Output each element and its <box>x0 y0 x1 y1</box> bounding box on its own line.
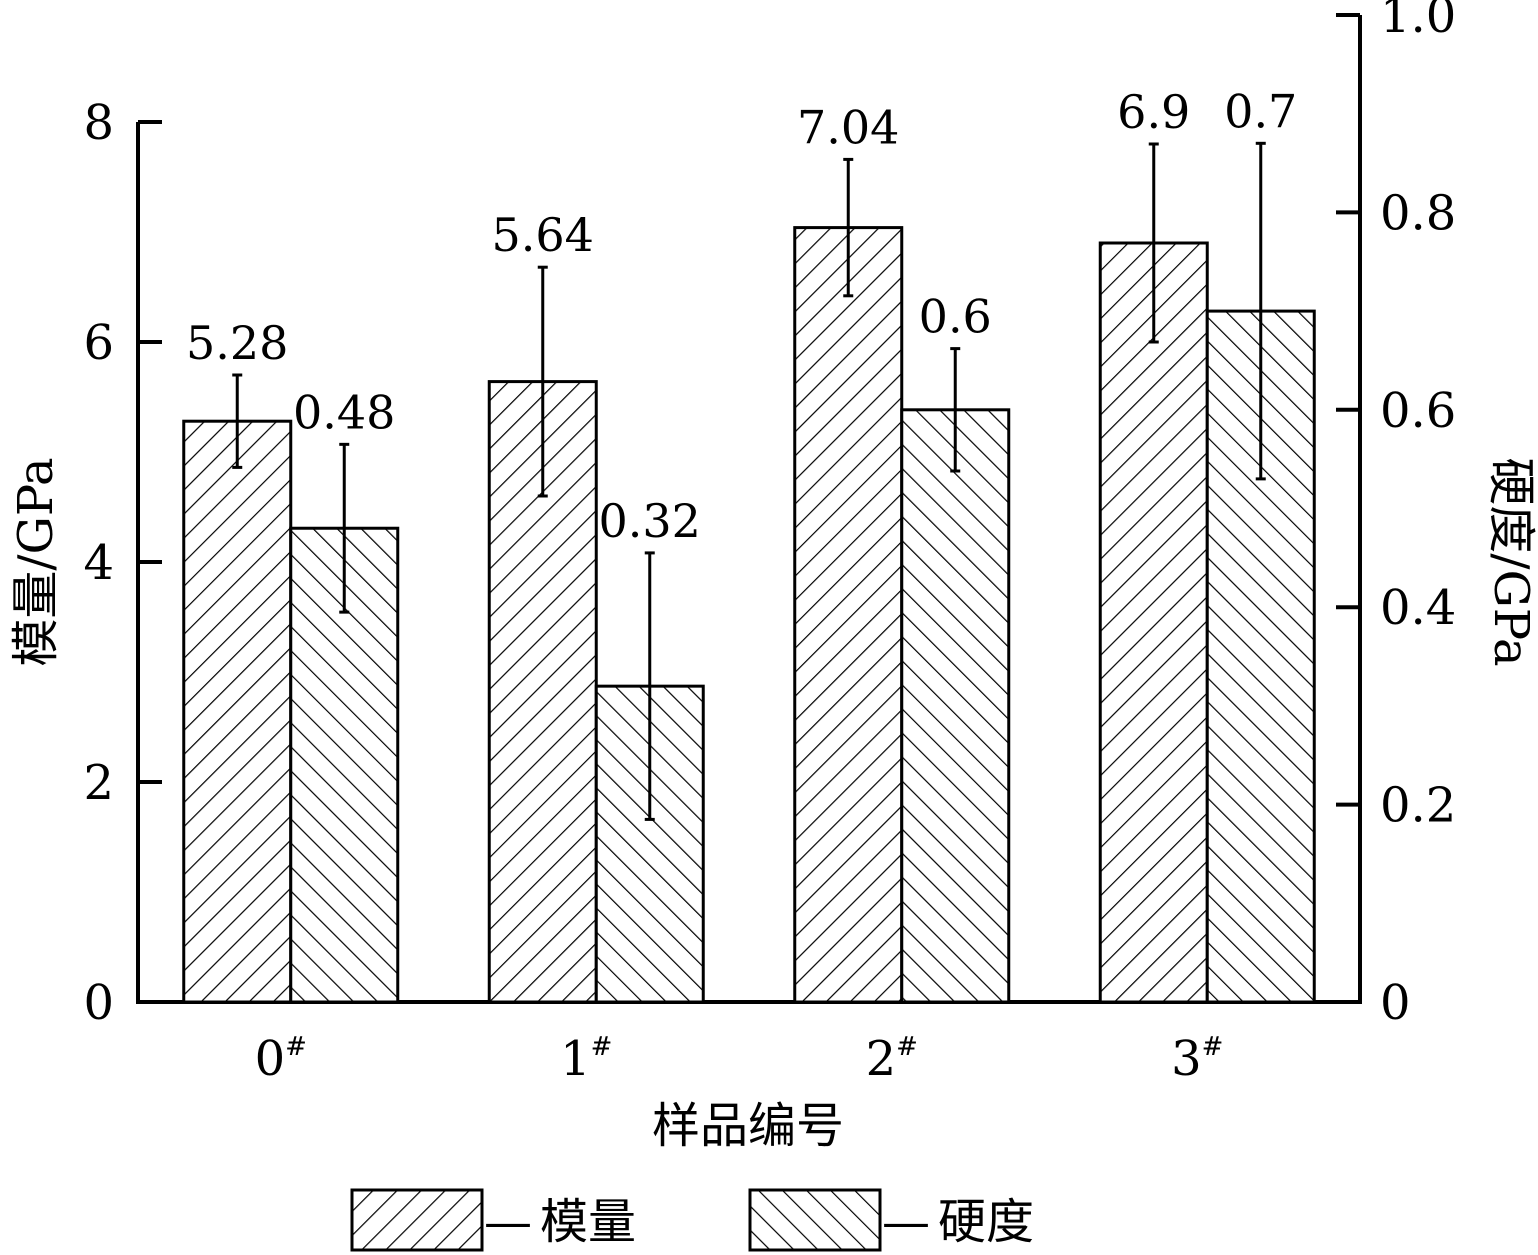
x-tick-label-base: 2 <box>866 1031 897 1087</box>
data-label-modulus: 5.28 <box>186 316 288 370</box>
bar-modulus <box>793 226 904 1004</box>
data-label-hardness: 0.32 <box>599 494 701 548</box>
x-tick-label-base: 1 <box>560 1031 591 1087</box>
left-tick-label: 6 <box>83 315 114 371</box>
legend-swatch-modulus <box>350 1188 484 1252</box>
left-tick-label: 2 <box>83 755 114 811</box>
x-tick-label-base: 0 <box>255 1031 286 1087</box>
right-tick-label: 0.6 <box>1380 383 1456 439</box>
y-axis-title-right: 硬度/GPa <box>1483 457 1538 666</box>
right-tick-label: 0.2 <box>1380 778 1456 834</box>
legend-item-modulus: — 模量 <box>350 1188 636 1252</box>
left-tick-label: 0 <box>83 975 114 1031</box>
data-label-hardness: 0.6 <box>919 290 992 344</box>
bar-modulus <box>1098 241 1209 1004</box>
legend-label-modulus: 模量 <box>540 1194 636 1250</box>
right-tick-label: 0 <box>1380 975 1411 1031</box>
y-axis-title-left: 模量/GPa <box>8 457 64 666</box>
right-y-axis-ticks: 0 0.2 0.4 0.6 0.8 1.0 <box>1336 0 1456 1031</box>
x-tick-label: 1# <box>560 1031 612 1087</box>
left-tick-label: 4 <box>83 535 114 591</box>
legend-dash-modulus: — <box>484 1194 532 1250</box>
bar-hardness <box>900 408 1011 1004</box>
data-label-hardness: 0.48 <box>293 385 395 439</box>
x-tick-label: 2# <box>866 1031 918 1087</box>
x-tick-label-superscript: # <box>285 1032 307 1062</box>
data-label-modulus: 7.04 <box>797 100 899 154</box>
error-bars-layer <box>232 141 1266 821</box>
x-tick-label-superscript: # <box>896 1032 918 1062</box>
bar-modulus <box>182 419 293 1004</box>
right-tick-label: 0.4 <box>1380 580 1456 636</box>
legend-swatch-hardness <box>748 1188 882 1252</box>
legend-dash-hardness: — <box>882 1194 930 1250</box>
legend-label-hardness: 硬度 <box>938 1194 1034 1250</box>
right-tick-label: 1.0 <box>1380 0 1456 44</box>
x-tick-label: 3# <box>1171 1031 1223 1087</box>
x-tick-label-base: 3 <box>1171 1031 1202 1087</box>
x-tick-label-superscript: # <box>591 1032 613 1062</box>
x-tick-label-superscript: # <box>1202 1032 1224 1062</box>
left-y-axis-ticks: 0 2 4 6 8 <box>83 95 162 1031</box>
legend-item-hardness: — 硬度 <box>748 1188 1034 1252</box>
data-label-modulus: 6.9 <box>1117 85 1190 139</box>
x-axis-title: 样品编号 <box>652 1098 844 1154</box>
bars-layer <box>182 226 1316 1004</box>
data-label-modulus: 5.64 <box>492 208 594 262</box>
data-labels-layer: 5.280.48 5.64 0.32 7.04 0.6 6.9 0.7 <box>186 84 1297 548</box>
legend: — 模量 — 硬度 <box>350 1188 1034 1252</box>
data-label-hardness: 0.7 <box>1224 84 1297 138</box>
x-axis-tick-labels: 0# 1# 2# 3# <box>255 1031 1224 1087</box>
x-tick-label: 0# <box>255 1031 307 1087</box>
left-tick-label: 8 <box>83 95 114 151</box>
right-tick-label: 0.8 <box>1380 185 1456 241</box>
